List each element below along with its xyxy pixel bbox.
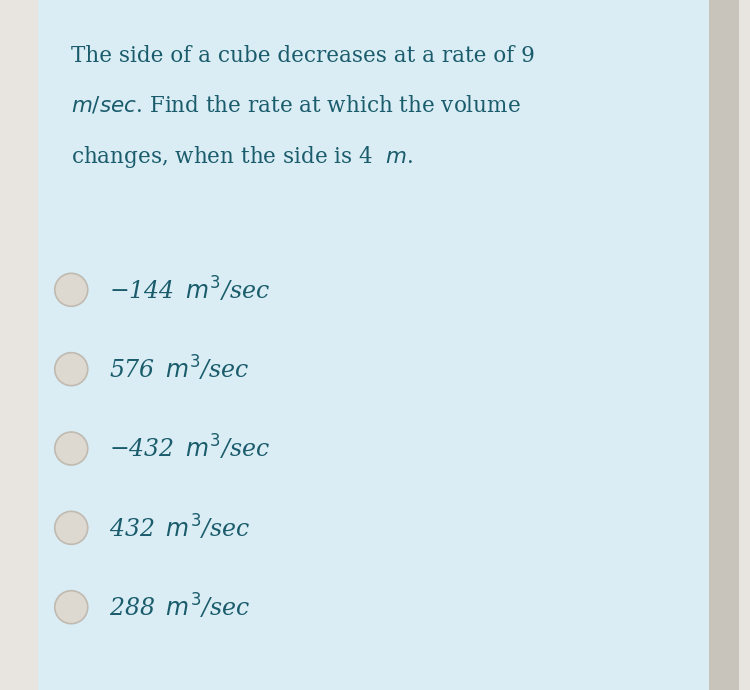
- Ellipse shape: [55, 353, 88, 386]
- Text: 432 $m^3$/sec: 432 $m^3$/sec: [109, 513, 250, 542]
- Ellipse shape: [55, 591, 88, 624]
- Bar: [0, 0, 38, 690]
- Text: 576 $m^3$/sec: 576 $m^3$/sec: [109, 355, 250, 384]
- Text: −144 $m^3$/sec: −144 $m^3$/sec: [109, 275, 270, 304]
- Ellipse shape: [55, 432, 88, 465]
- Bar: [709, 0, 739, 690]
- Text: The side of a cube decreases at a rate of 9: The side of a cube decreases at a rate o…: [71, 45, 536, 67]
- Ellipse shape: [55, 273, 88, 306]
- Text: changes, when the side is 4  $m$.: changes, when the side is 4 $m$.: [71, 144, 414, 170]
- Bar: [739, 0, 750, 690]
- Text: 288 $m^3$/sec: 288 $m^3$/sec: [109, 593, 250, 622]
- Text: −432 $m^3$/sec: −432 $m^3$/sec: [109, 434, 270, 463]
- FancyBboxPatch shape: [0, 0, 709, 690]
- Text: $m/sec$. Find the rate at which the volume: $m/sec$. Find the rate at which the volu…: [71, 95, 521, 117]
- Ellipse shape: [55, 511, 88, 544]
